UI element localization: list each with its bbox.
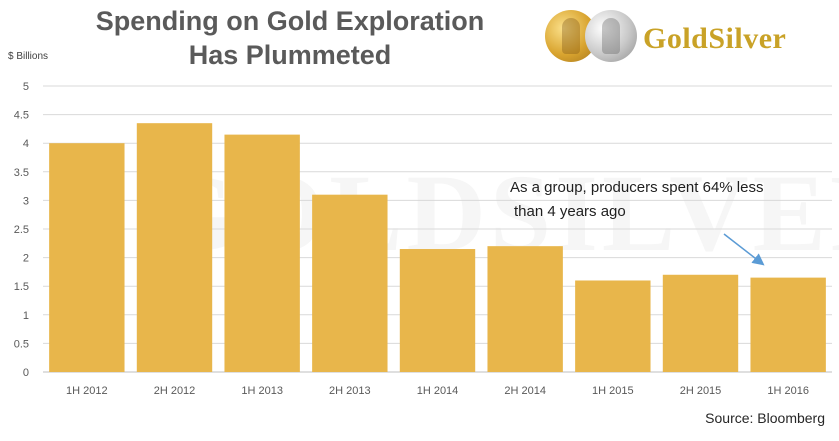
annotation-line2: than 4 years ago — [514, 203, 626, 220]
bar-1h-2014 — [399, 249, 476, 372]
x-category-label: 2H 2014 — [504, 385, 546, 397]
goldsilver-logo: GoldSilver — [545, 8, 835, 66]
bar-1h-2012 — [49, 143, 125, 372]
y-tick-label: 4.5 — [14, 110, 29, 122]
bar-2h-2014 — [487, 246, 563, 372]
bar-2h-2013 — [312, 194, 388, 372]
silver-coin-icon — [585, 10, 637, 62]
y-tick-label: 5 — [23, 81, 29, 93]
bar-2h-2012 — [136, 123, 213, 373]
y-tick-label: 0.5 — [14, 338, 29, 350]
y-tick-label: 1.5 — [14, 281, 29, 293]
annotation-line1: As a group, producers spent 64% less — [510, 179, 764, 196]
bar-1h-2013 — [224, 134, 300, 372]
x-category-label: 1H 2014 — [417, 385, 459, 397]
x-category-label: 2H 2012 — [154, 385, 196, 397]
y-tick-label: 4 — [23, 138, 29, 150]
x-category-label: 1H 2016 — [767, 385, 809, 397]
chart-annotation: As a group, producers spent 64% less tha… — [510, 176, 763, 224]
bar-2h-2015 — [662, 274, 739, 372]
x-category-label: 1H 2013 — [241, 385, 283, 397]
chart-title-line1: Spending on Gold Exploration — [95, 6, 485, 36]
x-category-label: 2H 2015 — [680, 385, 722, 397]
bar-1h-2016 — [750, 277, 826, 372]
logo-text: GoldSilver — [643, 22, 787, 55]
y-tick-label: 2.5 — [14, 224, 29, 236]
y-tick-label: 2 — [23, 253, 29, 265]
chart-title-line2: Has Plummeted — [188, 40, 392, 70]
bar-1h-2015 — [575, 280, 651, 372]
y-tick-label: 0 — [23, 367, 29, 379]
source-note: Source: Bloomberg — [705, 410, 825, 426]
y-axis-label: $ Billions — [8, 51, 49, 62]
y-tick-label: 3.5 — [14, 167, 29, 179]
x-category-label: 2H 2013 — [329, 385, 371, 397]
x-category-label: 1H 2015 — [592, 385, 634, 397]
y-tick-label: 1 — [23, 310, 29, 322]
x-category-label: 1H 2012 — [66, 385, 108, 397]
annotation-arrow — [723, 233, 765, 266]
chart-title: Spending on Gold Exploration Has Plummet… — [60, 4, 520, 72]
y-tick-label: 3 — [23, 195, 29, 207]
